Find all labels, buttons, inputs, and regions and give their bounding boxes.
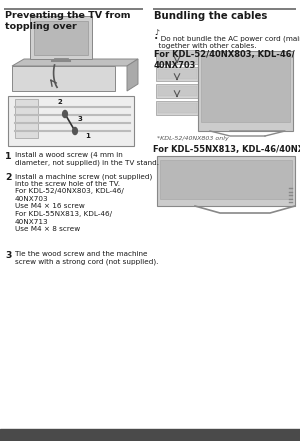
Text: 2: 2	[57, 99, 62, 105]
Bar	[0, 429, 300, 441]
FancyBboxPatch shape	[156, 84, 198, 98]
Text: 1: 1	[5, 152, 11, 161]
Text: 3: 3	[78, 116, 83, 122]
Text: For KDL-55NX813, KDL-46/40NX713: For KDL-55NX813, KDL-46/40NX713	[153, 145, 300, 154]
Text: *KDL-52/40NX803 only: *KDL-52/40NX803 only	[157, 136, 229, 141]
Polygon shape	[12, 59, 138, 66]
Text: 1: 1	[85, 133, 90, 139]
Text: Install a machine screw (not supplied)
into the screw hole of the TV.
For KDL-52: Install a machine screw (not supplied) i…	[15, 173, 152, 232]
Text: ♪: ♪	[154, 28, 159, 37]
Text: Bundling the cables: Bundling the cables	[154, 11, 267, 21]
FancyBboxPatch shape	[34, 21, 88, 55]
FancyBboxPatch shape	[157, 156, 295, 206]
FancyBboxPatch shape	[158, 69, 196, 79]
FancyBboxPatch shape	[8, 96, 134, 146]
FancyBboxPatch shape	[156, 50, 198, 64]
FancyBboxPatch shape	[198, 51, 293, 131]
FancyBboxPatch shape	[15, 99, 38, 138]
FancyBboxPatch shape	[158, 52, 196, 62]
Text: Preventing the TV from
toppling over: Preventing the TV from toppling over	[5, 11, 130, 31]
FancyBboxPatch shape	[156, 101, 198, 115]
Text: 2: 2	[5, 173, 11, 182]
FancyBboxPatch shape	[12, 66, 115, 91]
FancyBboxPatch shape	[30, 16, 92, 59]
FancyBboxPatch shape	[158, 86, 196, 96]
FancyBboxPatch shape	[160, 161, 292, 199]
Text: For KDL-52/40NX803, KDL-46/
40NX703: For KDL-52/40NX803, KDL-46/ 40NX703	[154, 50, 295, 70]
Circle shape	[73, 127, 77, 135]
Text: Install a wood screw (4 mm in
diameter, not supplied) in the TV stand.: Install a wood screw (4 mm in diameter, …	[15, 152, 159, 167]
Polygon shape	[127, 59, 138, 91]
FancyBboxPatch shape	[158, 103, 196, 113]
Circle shape	[63, 111, 68, 118]
Text: 88: 88	[144, 430, 156, 440]
FancyBboxPatch shape	[156, 67, 198, 81]
Text: 3: 3	[5, 251, 11, 260]
FancyBboxPatch shape	[201, 56, 290, 122]
Text: Tie the wood screw and the machine
screw with a strong cord (not supplied).: Tie the wood screw and the machine screw…	[15, 251, 158, 265]
Text: • Do not bundle the AC power cord (mains lead)
  together with other cables.: • Do not bundle the AC power cord (mains…	[154, 35, 300, 49]
